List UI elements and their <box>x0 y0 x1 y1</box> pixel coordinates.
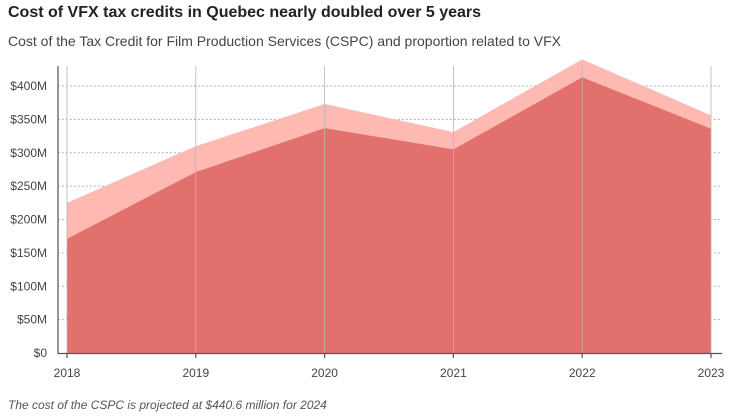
y-tick-label: $250M <box>10 179 47 193</box>
x-gridlines <box>66 66 712 353</box>
y-tick-label: $100M <box>10 279 47 293</box>
chart-subtitle: Cost of the Tax Credit for Film Producti… <box>8 33 561 49</box>
vfx-area <box>67 77 711 354</box>
y-tick-label: $200M <box>10 213 47 227</box>
x-tick-label: 2022 <box>569 366 596 380</box>
chart-title: Cost of VFX tax credits in Quebec nearly… <box>8 4 482 21</box>
y-tick-label: $300M <box>10 146 47 160</box>
chart-areas <box>67 59 711 354</box>
x-tick-labels: 2018 2019 2020 2021 2022 2023 <box>54 366 725 380</box>
x-tick-label: 2020 <box>311 366 338 380</box>
y-tick-labels: $0 $50M $100M $150M $200M $250M $300M $350M $400… <box>10 79 47 360</box>
x-tick-label: 2021 <box>440 366 467 380</box>
y-tick-label: $50M <box>17 313 47 327</box>
y-tick-label: $350M <box>10 112 47 126</box>
y-tick-label: $150M <box>10 246 47 260</box>
y-tick-label: $400M <box>10 79 47 93</box>
footnote: The cost of the CSPC is projected at $44… <box>8 398 327 412</box>
x-tick-label: 2019 <box>182 366 209 380</box>
axes <box>57 66 722 358</box>
x-tick-label: 2018 <box>54 366 81 380</box>
y-tick-label: $0 <box>34 346 48 360</box>
x-tick-label: 2023 <box>698 366 725 380</box>
